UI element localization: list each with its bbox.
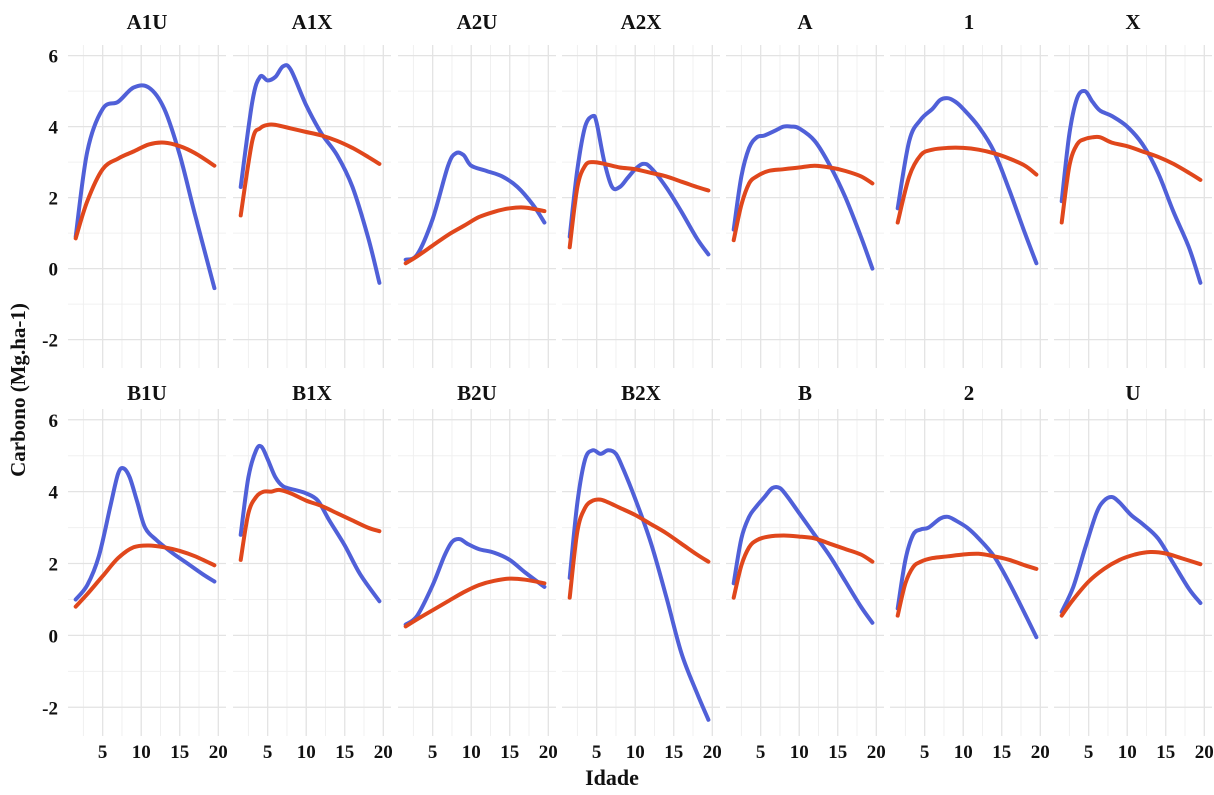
series-line-blue [1059, 494, 1203, 614]
y-axis-label: Carbono (Mg.ha-1) [6, 303, 30, 477]
x-tick-label: 15 [828, 742, 847, 763]
x-tick-label: 15 [335, 742, 354, 763]
series-line-orange [567, 160, 711, 250]
panel-title: 2 [964, 381, 975, 405]
x-tick-label: 20 [209, 742, 228, 763]
series-line-blue [238, 63, 382, 285]
y-tick-label: 2 [49, 189, 59, 210]
series-line-blue [731, 124, 875, 271]
series-line-blue [73, 466, 217, 602]
x-tick-label: 5 [98, 742, 108, 763]
series-line-orange [73, 543, 217, 609]
series-line-orange [238, 122, 382, 218]
series-line-orange [1059, 549, 1203, 618]
x-axis-label: Idade [585, 765, 639, 790]
series-line-orange [731, 163, 875, 243]
y-tick-label: 6 [49, 47, 59, 68]
series-line-orange [403, 576, 547, 629]
x-tick-label: 10 [790, 742, 809, 763]
panel-title: U [1125, 381, 1140, 405]
x-tick-label: 5 [756, 742, 766, 763]
x-tick-label: 15 [1156, 742, 1175, 763]
panel-title: A2X [621, 10, 662, 34]
series-line-blue [731, 484, 875, 625]
x-tick-label: 20 [703, 742, 722, 763]
y-tick-label: 0 [49, 260, 59, 281]
panel-title: B [798, 381, 812, 405]
y-tick-label: 2 [49, 555, 59, 576]
series-line-blue [403, 150, 547, 262]
x-tick-label: 5 [592, 742, 602, 763]
panel-title: B2X [621, 381, 661, 405]
series-line-blue [238, 443, 382, 604]
series-line-blue [567, 113, 711, 257]
x-tick-label: 20 [1031, 742, 1050, 763]
series-line-blue [895, 514, 1039, 640]
x-tick-label: 10 [954, 742, 973, 763]
panel-title: A1X [292, 10, 333, 34]
series-line-orange [731, 533, 875, 600]
series-line-orange [238, 487, 382, 562]
panel-title: A2U [457, 10, 498, 34]
panel-title: B2U [457, 381, 497, 405]
series-line-orange [567, 497, 711, 600]
y-tick-label: -2 [42, 698, 58, 719]
series-line-blue [1059, 88, 1203, 285]
x-tick-label: 10 [297, 742, 316, 763]
x-tick-label: 15 [664, 742, 683, 763]
x-tick-label: 10 [462, 742, 481, 763]
x-tick-label: 10 [1118, 742, 1137, 763]
x-tick-label: 20 [867, 742, 886, 763]
x-tick-label: 5 [1084, 742, 1094, 763]
panel-title: X [1125, 10, 1140, 34]
x-tick-label: 10 [132, 742, 151, 763]
series-line-orange [73, 140, 217, 241]
y-tick-label: 0 [49, 626, 59, 647]
series-line-orange [895, 145, 1039, 225]
series-line-blue [567, 448, 711, 722]
panel-title: A1U [127, 10, 168, 34]
series-line-orange [1059, 134, 1203, 225]
panel-title: 1 [964, 10, 975, 34]
y-tick-label: 6 [49, 411, 59, 432]
y-tick-label: -2 [42, 331, 58, 352]
y-tick-label: 4 [49, 118, 59, 139]
x-tick-label: 20 [539, 742, 558, 763]
x-tick-label: 10 [626, 742, 645, 763]
series-line-blue [895, 96, 1039, 266]
x-tick-label: 5 [428, 742, 438, 763]
x-tick-label: 15 [170, 742, 189, 763]
x-tick-label: 5 [920, 742, 930, 763]
panel-title: B1X [292, 381, 332, 405]
x-tick-label: 5 [263, 742, 273, 763]
series-line-blue [73, 83, 217, 291]
series-line-orange [403, 205, 547, 266]
panel-title: B1U [127, 381, 167, 405]
x-tick-label: 20 [1195, 742, 1214, 763]
panel-title: A [797, 10, 813, 34]
x-tick-label: 15 [500, 742, 519, 763]
x-tick-label: 20 [374, 742, 393, 763]
series-line-orange [895, 551, 1039, 618]
y-tick-label: 4 [49, 483, 59, 504]
x-tick-label: 15 [992, 742, 1011, 763]
series-line-blue [403, 537, 547, 627]
